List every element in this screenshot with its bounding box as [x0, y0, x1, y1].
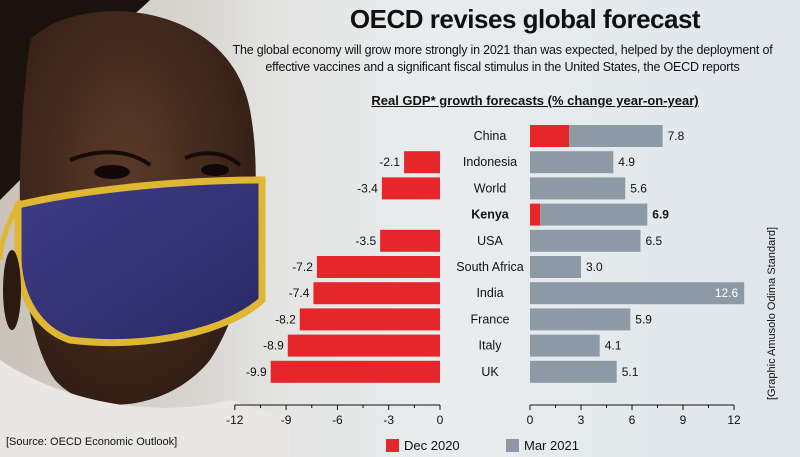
- value-label-dec-2020-indonesia: -2.1: [379, 155, 400, 169]
- bar-mar-2021-usa: [530, 229, 641, 252]
- right-axis-tick-label: 3: [578, 413, 585, 427]
- value-label-mar-2021-south-africa: 3.0: [586, 260, 603, 274]
- value-label-dec-2020-france: -8.2: [275, 312, 296, 326]
- category-label-france: France: [471, 312, 510, 326]
- bar-dec-2020-kenya: [530, 203, 541, 226]
- bar-dec-2020-china: [530, 125, 570, 147]
- bar-mar-2021-china: [569, 125, 663, 147]
- value-label-mar-2021-usa: 6.5: [646, 234, 663, 248]
- category-label-indonesia: Indonesia: [463, 155, 517, 169]
- value-label-mar-2021-kenya: 6.9: [652, 208, 669, 222]
- source-note: [Source: OECD Economic Outlook]: [6, 436, 178, 448]
- chart-heading: Real GDP* growth forecasts (% change yea…: [371, 93, 699, 108]
- masked-woman-photo: [0, 0, 290, 457]
- value-label-dec-2020-italy: -8.9: [263, 339, 284, 353]
- bar-mar-2021-india: [530, 282, 745, 305]
- bar-mar-2021-south-africa: [530, 256, 581, 278]
- legend-swatch-mar-2021: [506, 439, 519, 452]
- value-label-dec-2020-usa: -3.5: [355, 234, 376, 248]
- bar-dec-2020-india: [313, 282, 440, 305]
- category-label-south-africa: South Africa: [456, 260, 523, 274]
- legend-item-dec-2020: Dec 2020: [386, 438, 460, 453]
- category-label-uk: UK: [481, 365, 499, 379]
- left-axis-tick-label: -3: [383, 413, 394, 427]
- value-label-mar-2021-indonesia: 4.9: [618, 155, 635, 169]
- left-axis-tick-label: 0: [437, 413, 444, 427]
- bar-dec-2020-usa: [380, 229, 440, 252]
- value-label-mar-2021-uk: 5.1: [622, 365, 639, 379]
- bar-mar-2021-kenya: [540, 203, 648, 226]
- value-label-dec-2020-uk: -9.9: [246, 365, 267, 379]
- infographic-title: OECD revises global forecast: [349, 4, 701, 34]
- bar-mar-2021-world: [530, 177, 626, 200]
- bar-mar-2021-italy: [530, 334, 600, 357]
- bar-mar-2021-uk: [530, 360, 617, 383]
- bar-dec-2020-world: [381, 177, 440, 200]
- value-label-mar-2021-world: 5.6: [630, 181, 647, 195]
- bar-mar-2021-indonesia: [530, 151, 614, 174]
- legend-swatch-dec-2020: [386, 439, 399, 452]
- right-axis-tick-label: 0: [527, 413, 534, 427]
- right-axis-tick-label: 12: [727, 413, 741, 427]
- category-label-world: World: [474, 181, 506, 195]
- left-axis-tick-label: -12: [226, 413, 244, 427]
- left-axis-tick-label: -6: [332, 413, 343, 427]
- bar-dec-2020-italy: [287, 334, 440, 357]
- legend-label-dec-2020: Dec 2020: [404, 438, 460, 453]
- subtitle-line-2: effective vaccines and a significant fis…: [265, 60, 740, 74]
- subtitle-line-1: The global economy will grow more strong…: [232, 43, 773, 57]
- bar-mar-2021-france: [530, 308, 631, 331]
- infographic-subtitle: The global economy will grow more strong…: [225, 42, 780, 76]
- value-label-dec-2020-south-africa: -7.2: [292, 260, 313, 274]
- legend-label-mar-2021: Mar 2021: [524, 438, 579, 453]
- legend-item-mar-2021: Mar 2021: [506, 438, 579, 453]
- category-label-italy: Italy: [479, 339, 503, 353]
- value-label-mar-2021-india: 12.6: [715, 286, 739, 300]
- value-label-dec-2020-india: -7.4: [289, 286, 310, 300]
- bar-dec-2020-indonesia: [404, 151, 440, 174]
- right-axis-tick-label: 9: [680, 413, 687, 427]
- value-label-mar-2021-italy: 4.1: [605, 339, 622, 353]
- category-label-china: China: [474, 129, 507, 143]
- category-label-kenya: Kenya: [471, 208, 510, 222]
- bar-dec-2020-uk: [270, 360, 440, 383]
- bar-dec-2020-south-africa: [316, 256, 440, 278]
- value-label-mar-2021-china: 7.8: [668, 129, 685, 143]
- value-label-dec-2020-world: -3.4: [357, 181, 378, 195]
- category-label-india: India: [476, 286, 503, 300]
- left-axis-tick-label: -9: [281, 413, 292, 427]
- value-label-mar-2021-france: 5.9: [635, 312, 652, 326]
- bar-dec-2020-france: [299, 308, 440, 331]
- right-axis-tick-label: 6: [629, 413, 636, 427]
- graphic-credit: [Graphic Amusolo Odima Standard]: [766, 226, 778, 400]
- category-label-usa: USA: [477, 234, 503, 248]
